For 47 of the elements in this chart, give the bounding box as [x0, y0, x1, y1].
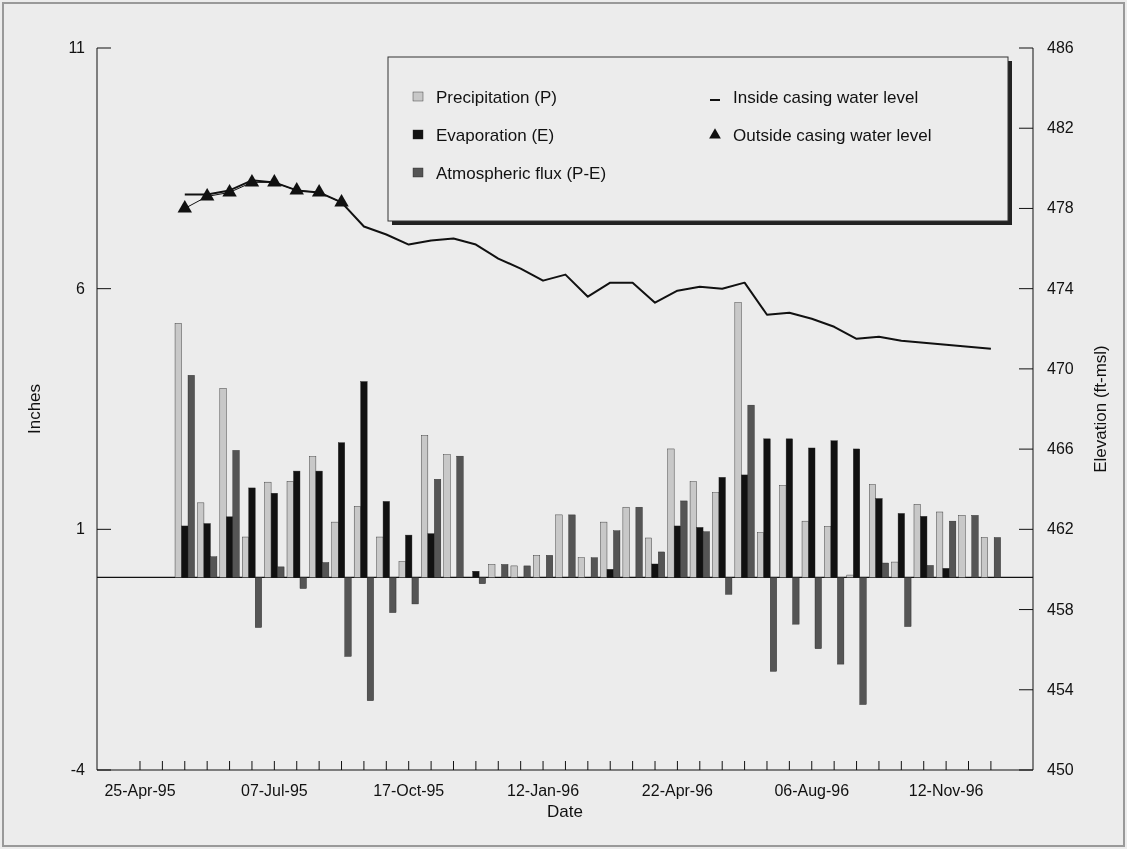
x-axis-title: Date: [547, 802, 583, 821]
point: [289, 182, 304, 195]
point: [222, 184, 237, 197]
x-tick-label: 12-Nov-96: [908, 782, 984, 799]
bar: [971, 515, 979, 578]
bar: [590, 557, 598, 578]
y2-tick-label: 482: [1047, 119, 1074, 137]
bar: [523, 565, 531, 578]
y2-axis-title: Elevation (ft-msl): [1091, 345, 1110, 473]
legend-label: Evaporation (E): [436, 126, 555, 145]
y-tick-label: 11: [68, 39, 86, 56]
point: [177, 200, 192, 213]
x-tick-label: 06-Aug-96: [774, 782, 850, 799]
bar: [546, 555, 553, 578]
bar: [443, 454, 451, 578]
y-axis-title: Inches: [25, 383, 44, 435]
x-tick-label: 12-Jan-96: [507, 782, 580, 799]
x-tick-label: 07-Jul-95: [241, 782, 308, 799]
y2-tick-label: 474: [1047, 279, 1074, 297]
point: [244, 174, 260, 187]
y-tick-label: 6: [76, 279, 86, 297]
bar: [993, 537, 1001, 578]
point: [267, 174, 282, 187]
y2-tick-label: 458: [1047, 600, 1074, 618]
legend-label: Precipitation (P): [436, 88, 557, 107]
x-tick-label: 17-Oct-95: [373, 782, 445, 799]
y2-tick-label: 470: [1047, 359, 1074, 377]
bar: [980, 537, 988, 578]
y2-tick-label: 454: [1047, 680, 1074, 698]
y-tick-label: 1: [76, 520, 86, 538]
legend-label: Atmospheric flux (P-E): [436, 164, 607, 183]
y2-tick-label: 486: [1047, 39, 1074, 56]
y2-tick-label: 462: [1047, 520, 1074, 538]
bar: [488, 564, 496, 578]
y2-tick-label: 478: [1047, 199, 1074, 217]
bar: [533, 555, 541, 578]
y-tick-label: -4: [70, 761, 86, 778]
legend-label: Inside casing water level: [733, 88, 919, 107]
bar: [635, 506, 643, 578]
point: [199, 188, 215, 201]
x-tick-label: 22-Apr-96: [641, 782, 714, 799]
x-tick-label: 25-Apr-95: [104, 782, 176, 799]
y2-tick-label: 466: [1047, 440, 1074, 458]
legend-label: Outside casing water level: [733, 126, 932, 145]
bar: [456, 455, 464, 578]
bar: [555, 514, 563, 578]
y2-tick-label: 450: [1047, 761, 1074, 778]
